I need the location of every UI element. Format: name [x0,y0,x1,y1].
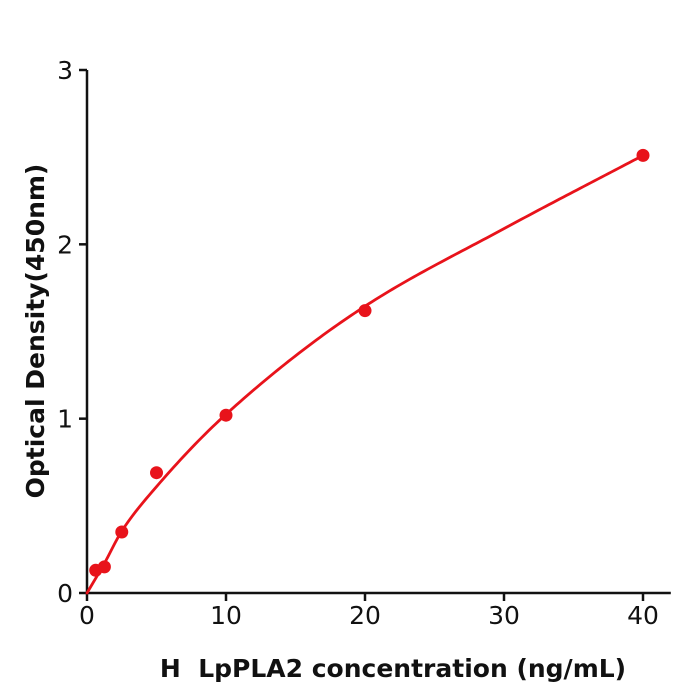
data-point [97,560,111,574]
y-tick-label: 2 [57,230,73,259]
x-tick-label: 40 [627,601,659,630]
y-axis-ticks: 0 1 2 3 [57,56,87,608]
x-tick-label: 0 [79,601,95,630]
x-axis-ticks: 0 10 20 30 40 [79,593,659,630]
x-tick-label: 10 [210,601,242,630]
y-tick-label: 1 [57,405,73,434]
data-point [219,408,233,422]
y-tick-label: 3 [57,56,73,85]
data-points [89,148,650,577]
x-axis-label: H LpPLA2 concentration (ng/mL) [160,654,626,683]
data-point [115,525,129,539]
x-tick-label: 20 [349,601,381,630]
axis-spine [85,70,671,595]
data-point [358,304,372,318]
data-point [636,148,650,162]
y-axis-label: Optical Density(450nm) [21,164,50,499]
data-point [150,466,163,480]
fit-curve [85,154,645,595]
y-tick-label: 0 [57,579,73,608]
x-tick-label: 30 [488,601,520,630]
